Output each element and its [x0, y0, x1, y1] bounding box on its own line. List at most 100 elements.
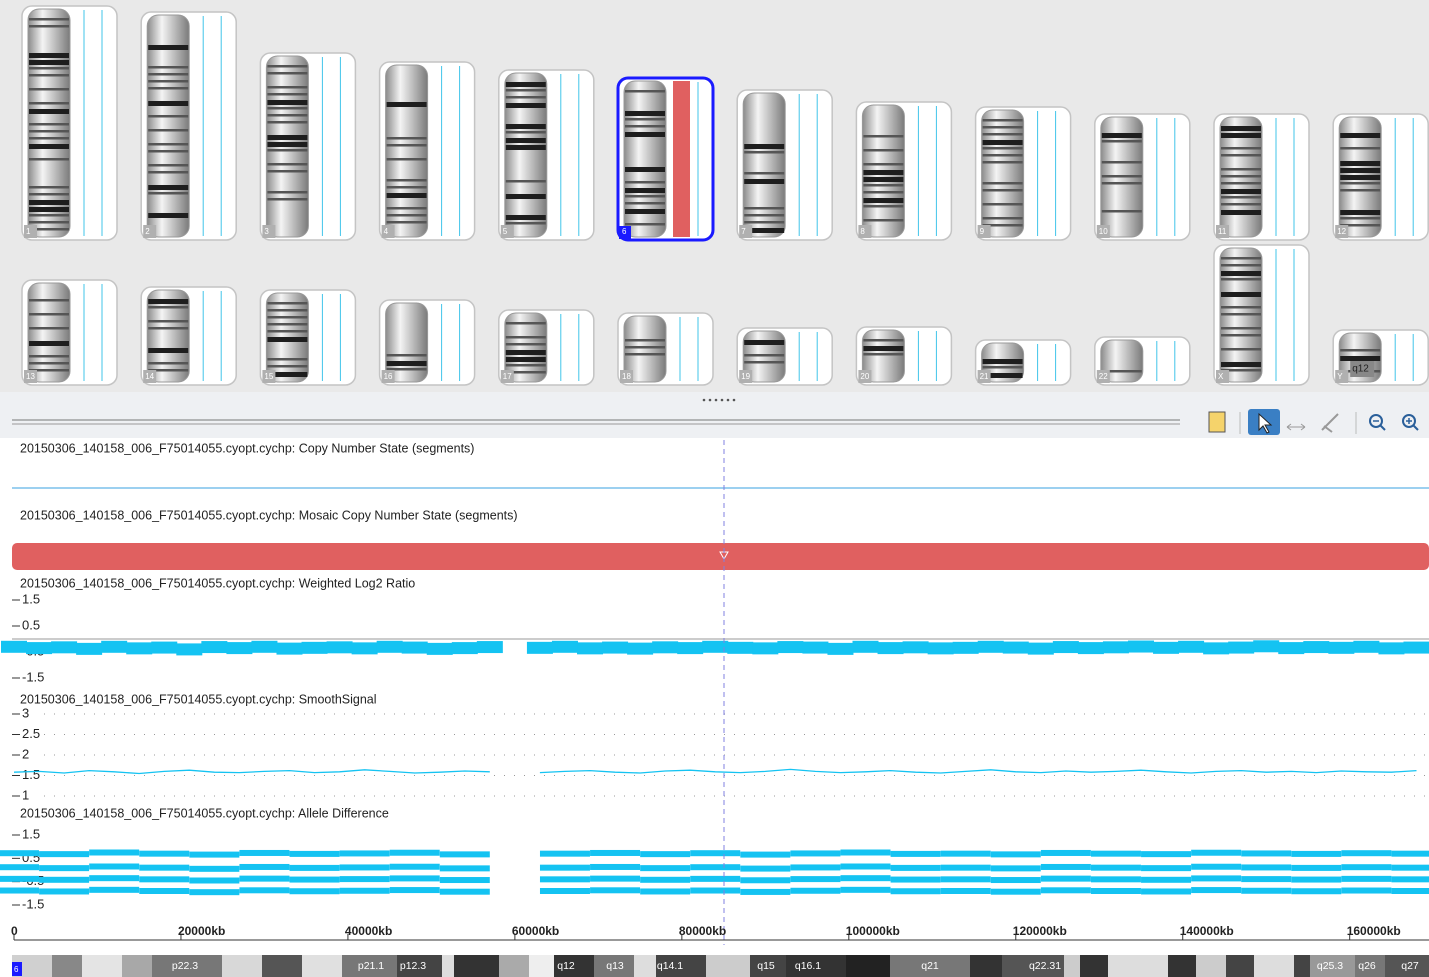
band: [29, 74, 69, 77]
band: [1221, 196, 1261, 199]
chromosome-card[interactable]: 4: [380, 62, 475, 240]
band: [506, 357, 546, 362]
data-point: [340, 850, 390, 856]
band: [625, 353, 665, 356]
data-point: [891, 877, 941, 883]
data-point: [1291, 865, 1341, 871]
data-point: [841, 875, 891, 881]
chromosome-card[interactable]: 15: [260, 290, 355, 385]
band: [983, 147, 1023, 150]
chromosome-card[interactable]: 13: [22, 280, 117, 385]
data-point: [740, 889, 790, 895]
chromosome-card[interactable]: 22: [1095, 337, 1190, 385]
chromosome-card[interactable]: 17: [499, 310, 594, 385]
data-point: [577, 642, 603, 654]
data-point: [402, 642, 428, 654]
chromosome-card[interactable]: 16: [380, 300, 475, 385]
chromosome-label: 20: [860, 372, 869, 381]
band: [744, 214, 784, 217]
band: [983, 140, 1023, 145]
band: [506, 343, 546, 346]
data-point: [1153, 642, 1179, 654]
data-point: [1403, 642, 1429, 654]
cytoband-label: q15: [757, 960, 775, 972]
chromosome-card[interactable]: 21: [976, 340, 1071, 385]
data-point: [1191, 864, 1241, 870]
data-point: [239, 850, 289, 856]
chromosome-card[interactable]: 3: [260, 53, 355, 240]
data-point: [251, 641, 277, 653]
cytoband: [1226, 955, 1254, 977]
data-point: [290, 877, 340, 883]
data-point: [290, 888, 340, 894]
band: [506, 222, 546, 225]
band: [148, 185, 188, 190]
edit-button[interactable]: [1209, 412, 1225, 432]
data-point: [677, 642, 703, 654]
band: [863, 135, 903, 138]
band: [267, 65, 307, 68]
chromosome-badge-label: 6: [14, 965, 19, 974]
data-point: [1391, 876, 1429, 882]
cytoband: [302, 955, 342, 977]
band: [744, 151, 784, 154]
band: [863, 191, 903, 194]
hatched-centromere: [499, 955, 529, 977]
data-point: [640, 877, 690, 883]
data-point: [841, 864, 891, 870]
chromosome-card[interactable]: 14: [141, 287, 236, 385]
y-tick-label: 2.5: [22, 726, 40, 741]
band: [387, 144, 427, 147]
band: [983, 182, 1023, 185]
y-tick-label: 1.5: [22, 826, 40, 841]
data-point: [340, 864, 390, 870]
data-point: [1303, 641, 1329, 653]
mosaic-segment[interactable]: [12, 543, 1429, 570]
cytoband: [52, 955, 82, 977]
data-point: [1, 641, 27, 653]
band: [1340, 161, 1380, 166]
band: [29, 355, 69, 358]
band: [29, 144, 69, 149]
y-tick-label: 1: [22, 787, 29, 802]
chromosome-card[interactable]: 1: [22, 6, 117, 240]
band: [1221, 306, 1261, 309]
band: [1340, 182, 1380, 185]
data-point: [640, 865, 690, 871]
band: [625, 167, 665, 172]
chromosome-card[interactable]: 20: [856, 327, 951, 385]
band: [1221, 175, 1261, 178]
chromosome-card[interactable]: 9: [976, 107, 1071, 240]
cytoband: [1168, 955, 1196, 977]
chromosome-card[interactable]: 18: [618, 313, 713, 385]
band: [1221, 182, 1261, 185]
band: [625, 90, 665, 93]
data-point: [841, 850, 891, 856]
band: [267, 163, 307, 166]
band: [387, 137, 427, 140]
data-point: [39, 888, 89, 894]
data-point: [390, 850, 440, 856]
cytoband: [1294, 955, 1310, 977]
chromosome-card[interactable]: 2: [141, 12, 236, 240]
data-point: [891, 851, 941, 857]
data-point: [590, 850, 640, 856]
chromosome-card[interactable]: 11: [1214, 114, 1309, 240]
y-tick-label: -1.5: [22, 896, 44, 911]
band: [267, 330, 307, 333]
band: [29, 221, 69, 224]
chromosome-card[interactable]: 8: [856, 102, 951, 240]
data-point: [941, 888, 991, 894]
chromosome-card[interactable]: 19: [737, 328, 832, 385]
chromosome-card[interactable]: 12: [1333, 114, 1428, 240]
chromosome-card[interactable]: 6: [618, 78, 713, 240]
chromosome-card[interactable]: 7: [737, 90, 832, 240]
chromosome-card[interactable]: 5: [499, 70, 594, 240]
chromosome-card[interactable]: X: [1214, 245, 1309, 385]
band: [863, 149, 903, 152]
data-point: [1291, 888, 1341, 894]
chromosome-card[interactable]: 10: [1095, 114, 1190, 240]
data-point: [1291, 877, 1341, 883]
data-point: [39, 877, 89, 883]
